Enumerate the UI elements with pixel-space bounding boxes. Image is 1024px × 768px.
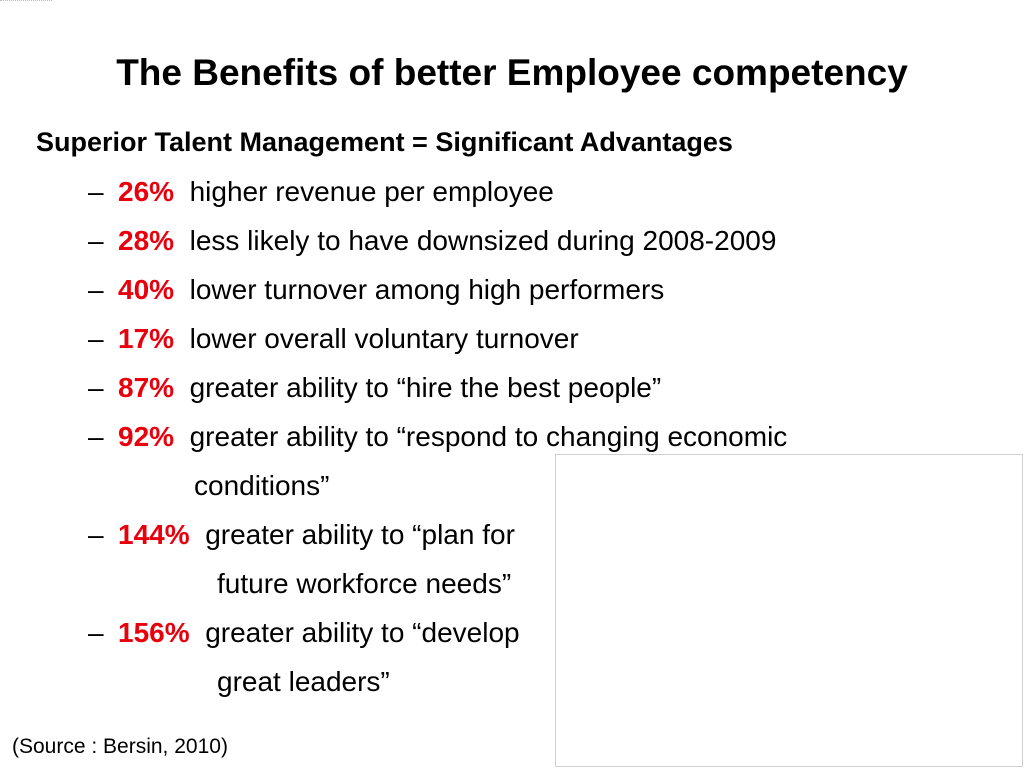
benefit-text-continuation: conditions” <box>194 470 330 501</box>
benefit-text: lower turnover among high performers <box>189 274 665 305</box>
image-placeholder <box>555 454 1023 767</box>
dash-bullet: – <box>88 617 104 648</box>
list-item: –26% higher revenue per employee <box>88 176 554 208</box>
slide-title: The Benefits of better Employee competen… <box>116 52 908 93</box>
dash-bullet: – <box>88 421 104 452</box>
dash-bullet: – <box>88 372 104 403</box>
benefit-text: higher revenue per employee <box>189 176 554 207</box>
dash-bullet: – <box>88 274 104 305</box>
percentage-value: 87% <box>118 372 175 403</box>
benefit-text: greater ability to “hire the best people… <box>189 372 662 403</box>
benefit-text-continuation: future workforce needs” <box>217 568 512 599</box>
percentage-value: 92% <box>118 421 175 452</box>
percentage-value: 156% <box>118 617 190 648</box>
dash-bullet: – <box>88 176 104 207</box>
dash-bullet: – <box>88 323 104 354</box>
list-item: –156% greater ability to “develop <box>88 617 520 649</box>
subheading: Superior Talent Management = Significant… <box>36 127 733 157</box>
percentage-value: 28% <box>118 225 175 256</box>
benefit-text-continuation: great leaders” <box>217 666 390 697</box>
percentage-value: 40% <box>118 274 175 305</box>
benefit-text: greater ability to “develop <box>205 617 520 648</box>
list-item: –87% greater ability to “hire the best p… <box>88 372 661 404</box>
benefit-text: less likely to have downsized during 200… <box>189 225 777 256</box>
benefit-text: greater ability to “respond to changing … <box>189 421 788 452</box>
benefit-text: lower overall voluntary turnover <box>189 323 579 354</box>
list-item: –28% less likely to have downsized durin… <box>88 225 776 257</box>
list-item: –144% greater ability to “plan for <box>88 519 515 551</box>
percentage-value: 17% <box>118 323 175 354</box>
corner-mark <box>0 0 52 5</box>
dash-bullet: – <box>88 519 104 550</box>
benefit-text: greater ability to “plan for <box>205 519 515 550</box>
source-citation: (Source : Bersin, 2010) <box>12 735 228 758</box>
list-item: –92% greater ability to “respond to chan… <box>88 421 787 453</box>
list-item: –17% lower overall voluntary turnover <box>88 323 579 355</box>
dash-bullet: – <box>88 225 104 256</box>
percentage-value: 26% <box>118 176 175 207</box>
list-item: –40% lower turnover among high performer… <box>88 274 664 306</box>
percentage-value: 144% <box>118 519 190 550</box>
